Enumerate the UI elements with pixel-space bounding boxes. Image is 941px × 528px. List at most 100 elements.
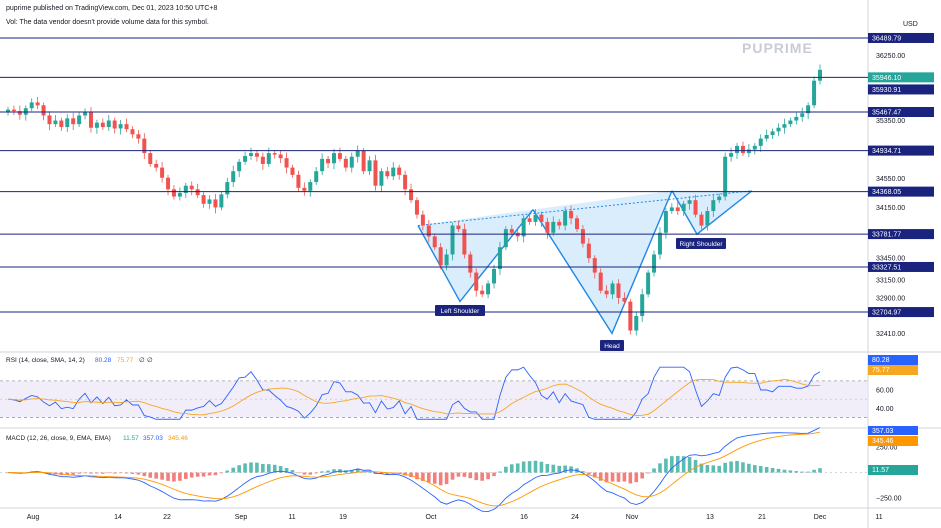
candle-body [426,225,431,237]
head-label-bg [600,340,624,351]
macd-tick: −250.00 [876,495,902,502]
level-label: 36489.79 [872,35,901,42]
macd-histogram-bar [610,472,615,482]
macd-histogram-bar [604,472,609,483]
macd-histogram-bar [450,472,455,480]
candle-body [302,187,307,191]
candle-body [687,200,692,204]
macd-histogram-bar [47,472,52,475]
candle-body [326,158,331,164]
price-tick-label: 34150.00 [876,205,905,212]
currency-label: USD [903,21,918,28]
macd-line [7,427,821,513]
macd-histogram-bar [355,469,360,473]
macd-histogram-bar [794,471,799,473]
time-tick-label: Aug [27,514,40,521]
macd-histogram-bar [367,471,372,473]
macd-histogram-bar [255,462,259,473]
macd-histogram-bar [106,472,111,474]
macd-histogram-bar [130,472,135,474]
candle-body [503,229,508,248]
candle-body [17,111,22,115]
candle-body [574,218,579,230]
rsi-ma-badge: 75.77 [872,367,890,374]
level-label: 33327.51 [872,264,901,271]
signal-badge-bg [868,436,918,446]
candle-body [586,243,591,259]
rsi-ma-line [7,378,821,417]
macd-histogram-bar [670,456,674,473]
macd-histogram-bar [551,464,556,473]
macd-histogram-bar [498,471,502,473]
candle-body [361,150,366,172]
candle-body [551,221,556,233]
macd-histogram-bar [278,466,283,473]
candle-body [213,199,218,208]
macd-histogram-bar [332,469,336,473]
candle-body [367,160,372,172]
head-label: Head [604,343,620,350]
macd-histogram-bar [675,456,680,473]
candle-body [735,145,740,154]
candle-body [812,80,817,106]
candle-body [432,236,437,248]
macd-histogram-bar [290,470,295,473]
macd-histogram-bar [184,472,188,479]
candle-body [385,171,390,177]
signal-line [7,431,821,507]
rsi-badge: 80.28 [872,357,890,364]
watermark-logo: PUPRIME [742,40,813,56]
candle-body [272,153,277,155]
macd-histogram-bar [243,463,247,473]
level-label-bg [868,186,934,197]
candle-body [486,283,491,295]
candle-body [266,153,271,164]
candle-body [776,127,781,132]
candle-body [355,150,360,157]
candle-body [604,290,609,295]
macd-histogram-bar [634,472,639,483]
level-label: 35930.91 [872,87,901,94]
candle-body [296,174,301,188]
candle-body [456,225,461,230]
macd-histogram-bar [71,472,75,475]
candle-body [403,174,408,190]
candle-body [166,177,171,190]
candle-body [693,200,698,215]
time-tick-label: 19 [339,514,347,521]
macd-hist-badge-bg [868,465,918,475]
candle-body [616,283,621,298]
candle-body [652,254,657,273]
macd-histogram-bar [296,472,301,474]
level-label-bg [868,261,934,272]
candle-body [794,116,799,121]
candle-body [373,160,378,186]
macd-histogram-bar [83,472,87,474]
candle-body [35,102,40,106]
candle-body [669,207,674,212]
candle-body [462,229,467,255]
macd-histogram-bar [219,472,224,474]
candle-body [800,113,805,117]
macd-histogram-bar [622,472,627,482]
candle-body [171,189,176,197]
candle-body [492,268,497,284]
macd-histogram-bar [764,467,769,473]
macd-histogram-bar [818,468,822,473]
macd-histogram-bar [468,472,473,479]
candle-body [391,167,396,177]
macd-histogram-bar [421,472,425,482]
candle-body [634,316,639,331]
candle-body [723,156,728,197]
candle-body [764,135,769,139]
candle-body [41,105,46,116]
macd-histogram-bar [729,461,733,473]
candle-body [337,153,342,159]
rsi-empty-2: ∅ [147,357,153,364]
macd-histogram-bar [178,472,182,481]
macd-histogram-bar [652,468,656,473]
candle-body [118,124,123,129]
candle-body [11,109,16,112]
price-tick-label: 35350.00 [876,118,905,125]
